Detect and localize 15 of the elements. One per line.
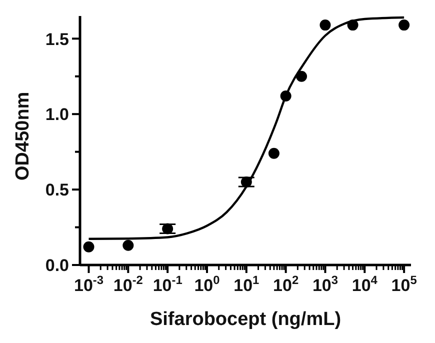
x-axis-title: Sifarobocept (ng/mL) xyxy=(150,309,342,330)
y-tick-label: 0.0 xyxy=(45,256,69,276)
x-tick-label: 10$^{0}$ xyxy=(194,273,220,295)
x-tick-label: 10$^{1}$ xyxy=(234,273,260,295)
x-tick-label: 10$^{-2}$ xyxy=(113,273,144,295)
x-tick-label: 10$^{5}$ xyxy=(391,273,418,295)
x-tick-label: 10$^{3}$ xyxy=(312,273,338,295)
x-tick-label: 10$^{4}$ xyxy=(352,273,378,295)
y-tick-label: 0.5 xyxy=(45,180,69,200)
x-tick-label: 10$^{-3}$ xyxy=(74,273,104,295)
x-tick-label: 10$^{2}$ xyxy=(273,273,299,295)
y-tick-label: 1.0 xyxy=(45,105,69,124)
y-axis-title: OD450nm xyxy=(12,92,34,180)
x-tick-label: 10$^{-1}$ xyxy=(152,273,183,295)
y-tick-label: 1.5 xyxy=(45,30,69,49)
